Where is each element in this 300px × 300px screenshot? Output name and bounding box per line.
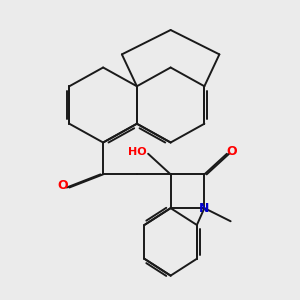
Text: O: O xyxy=(57,179,68,192)
Text: N: N xyxy=(199,202,210,214)
Text: HO: HO xyxy=(128,147,147,157)
Text: O: O xyxy=(226,145,237,158)
